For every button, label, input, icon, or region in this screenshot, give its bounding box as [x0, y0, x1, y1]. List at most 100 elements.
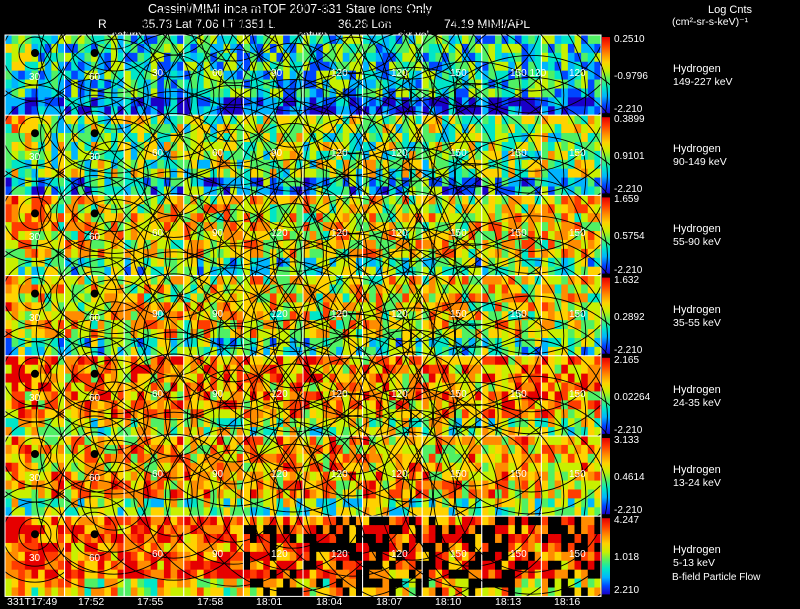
heat-cell	[77, 239, 85, 250]
heat-cell	[256, 275, 264, 285]
heat-cell	[554, 248, 562, 259]
heat-cell	[157, 248, 165, 259]
heat-cell	[534, 141, 542, 152]
heat-cell	[428, 239, 436, 250]
heat-cell	[402, 293, 410, 303]
heat-cell	[18, 462, 26, 473]
heat-cell	[216, 248, 224, 259]
heat-cell	[256, 266, 264, 276]
heat-cell	[203, 231, 211, 241]
heat-cell	[31, 337, 39, 348]
heat-cell	[382, 489, 390, 499]
heat-cell	[97, 391, 105, 401]
heat-cell	[355, 364, 363, 375]
heat-cell	[197, 239, 205, 250]
heat-cell	[528, 391, 536, 401]
heat-cell	[581, 257, 589, 268]
heat-cell	[144, 186, 152, 196]
heat-cell	[336, 373, 344, 383]
heat-cell	[44, 275, 52, 285]
heat-cell	[157, 498, 165, 508]
heat-cell	[322, 186, 330, 196]
heat-cell	[574, 293, 582, 303]
heat-cell	[190, 186, 198, 196]
heat-cell	[561, 213, 569, 223]
heat-cell	[574, 88, 582, 98]
heat-cell	[521, 373, 529, 383]
heat-cell	[468, 257, 476, 268]
heat-cell	[124, 480, 132, 490]
heat-cell	[395, 43, 403, 54]
heat-cell	[289, 177, 297, 187]
heat-cell	[117, 159, 125, 170]
heat-cell	[375, 150, 383, 161]
heat-cell	[561, 418, 569, 428]
heat-cell	[369, 329, 377, 339]
panel-r0-c0	[0, 4, 84, 116]
heat-cell	[117, 266, 125, 276]
heat-cell	[581, 70, 589, 80]
heat-cell	[236, 507, 244, 517]
heat-cell	[71, 480, 79, 490]
heat-cell	[316, 329, 324, 339]
heat-cell	[548, 70, 556, 80]
heat-cell	[528, 329, 536, 339]
heat-cell	[177, 444, 185, 455]
heat-cell	[104, 186, 112, 196]
heat-cell	[329, 382, 337, 392]
heat-cell	[541, 186, 549, 196]
heat-cell	[355, 88, 363, 98]
heat-cell	[256, 462, 264, 473]
heat-cell	[303, 70, 311, 80]
heat-cell	[269, 337, 277, 348]
heat-cell	[130, 195, 138, 205]
heat-cell	[269, 168, 277, 178]
heat-cell	[461, 97, 469, 107]
heat-cell	[263, 222, 271, 232]
heat-cell	[342, 337, 350, 348]
heat-cell	[64, 52, 72, 63]
heat-cell	[514, 337, 522, 348]
heat-cell	[395, 284, 403, 294]
heat-cell	[11, 471, 19, 481]
heat-cell	[38, 115, 46, 125]
heat-cell	[64, 239, 72, 250]
heat-cell	[336, 186, 344, 196]
heat-cell	[91, 293, 99, 303]
heat-cell	[448, 498, 456, 508]
heat-cell	[130, 302, 138, 312]
heat-cell	[163, 498, 171, 508]
heat-cell	[475, 302, 483, 312]
heat-cell	[144, 266, 152, 276]
heat-cell	[316, 222, 324, 232]
heat-cell	[322, 61, 330, 72]
heat-cell	[71, 106, 79, 116]
heat-cell	[528, 364, 536, 375]
heat-cell	[216, 177, 224, 187]
heat-cell	[574, 418, 582, 428]
heat-cell	[567, 177, 575, 187]
heat-cell	[548, 88, 556, 98]
heat-cell	[296, 409, 304, 419]
heat-cell	[97, 489, 105, 499]
heat-cell	[548, 61, 556, 72]
heat-cell	[435, 391, 443, 401]
heat-cell	[177, 88, 185, 98]
heat-cell	[422, 453, 430, 464]
heat-cell	[534, 248, 542, 259]
heat-cell	[283, 43, 291, 54]
heat-cell	[548, 168, 556, 178]
heat-cell	[488, 275, 496, 285]
heat-cell	[362, 436, 370, 446]
heat-cell	[375, 311, 383, 321]
heat-cell	[355, 284, 363, 294]
heat-cell	[269, 284, 277, 294]
heat-cell	[38, 248, 46, 259]
heat-cell	[408, 462, 416, 473]
heat-cell	[163, 70, 171, 80]
heat-cell	[501, 186, 509, 196]
heat-cell	[554, 302, 562, 312]
heat-cell	[31, 507, 39, 517]
heat-cell	[243, 284, 251, 294]
heat-cell	[236, 400, 244, 410]
